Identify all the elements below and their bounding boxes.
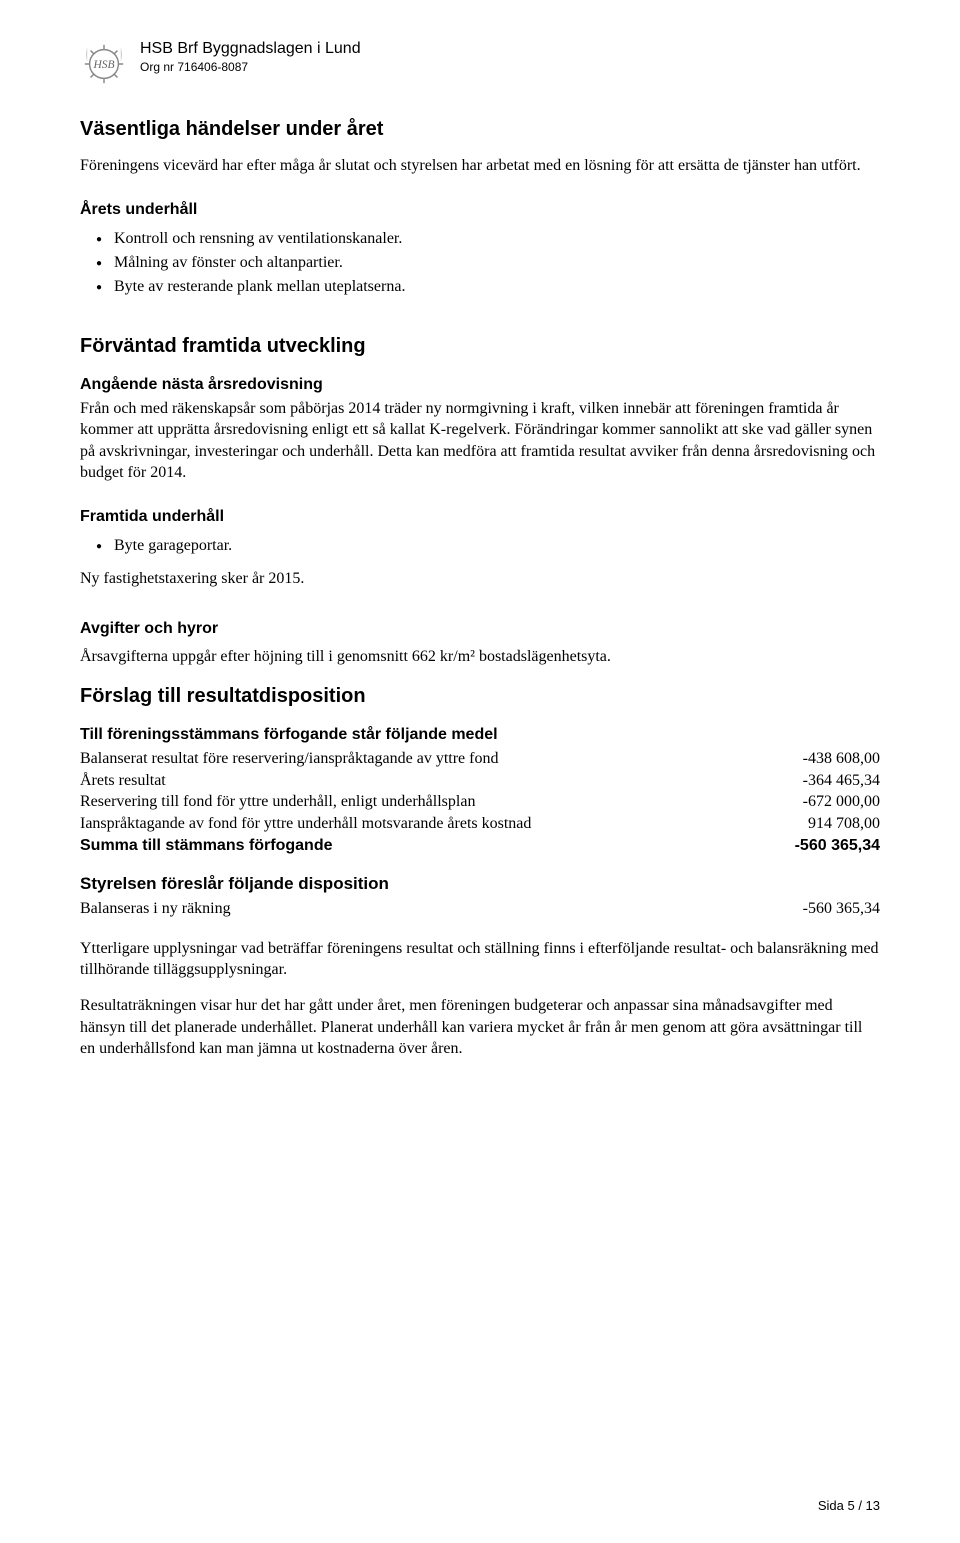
row-label: Summa till stämmans förfogande [80,835,775,857]
svg-text:HSB: HSB [92,59,114,71]
financial-row: Årets resultat -364 465,34 [80,770,880,792]
row-label: Balanserat resultat före reservering/ian… [80,748,783,770]
future-paragraph: Från och med räkenskapsår som påbörjas 2… [80,398,880,484]
row-label: Reservering till fond för yttre underhål… [80,791,783,813]
row-value: -672 000,00 [783,791,880,813]
financial-row-sum: Summa till stämmans förfogande -560 365,… [80,835,880,857]
row-label: Ianspråktagande av fond för yttre underh… [80,813,788,835]
page: HSB HSB Brf Byggnadslagen i Lund Org nr … [0,0,960,1543]
financial-row: Balanseras i ny räkning -560 365,34 [80,898,880,920]
row-label: Årets resultat [80,770,783,792]
hsb-logo-icon: HSB [80,40,128,88]
section-heading-events: Väsentliga händelser under året [80,118,880,141]
tax-assessment: Ny fastighetstaxering sker år 2015. [80,568,880,590]
financial-row: Balanserat resultat före reservering/ian… [80,748,880,770]
page-footer: Sida 5 / 13 [818,1498,880,1513]
row-value: -364 465,34 [783,770,880,792]
future-maintenance-list: Byte garageportar. [80,534,880,558]
maintenance-list: Kontroll och rensning av ventilationskan… [80,227,880,299]
fees-paragraph: Årsavgifterna uppgår efter höjning till … [80,646,880,668]
financial-row: Ianspråktagande av fond för yttre underh… [80,813,880,835]
list-item: Kontroll och rensning av ventilationskan… [80,227,880,251]
financial-row: Reservering till fond för yttre underhål… [80,791,880,813]
further-info-paragraph: Ytterligare upplysningar vad beträffar f… [80,938,880,981]
result-explanation-paragraph: Resultaträkningen visar hur det har gått… [80,995,880,1060]
org-name: HSB Brf Byggnadslagen i Lund [140,40,361,58]
row-value: -560 365,34 [775,835,880,857]
header-text-block: HSB Brf Byggnadslagen i Lund Org nr 7164… [140,40,361,74]
subheading-board-proposal: Styrelsen föreslår följande disposition [80,874,880,894]
section-heading-disposition: Förslag till resultatdisposition [80,685,880,708]
events-intro: Föreningens vicevärd har efter måga år s… [80,155,880,177]
subheading-next-report: Angående nästa årsredovisning [80,376,880,394]
subheading-available-funds: Till föreningsstämmans förfogande står f… [80,726,880,744]
row-label: Balanseras i ny räkning [80,898,783,920]
subheading-fees: Avgifter och hyror [80,620,880,638]
list-item: Byte garageportar. [80,534,880,558]
org-number: Org nr 716406-8087 [140,60,361,74]
row-value: 914 708,00 [788,813,880,835]
list-item: Målning av fönster och altanpartier. [80,251,880,275]
subheading-maintenance: Årets underhåll [80,201,880,219]
row-value: -560 365,34 [783,898,880,920]
subheading-future-maintenance: Framtida underhåll [80,508,880,526]
row-value: -438 608,00 [783,748,880,770]
page-header: HSB HSB Brf Byggnadslagen i Lund Org nr … [80,40,880,88]
section-heading-future: Förväntad framtida utveckling [80,335,880,358]
list-item: Byte av resterande plank mellan uteplats… [80,275,880,299]
